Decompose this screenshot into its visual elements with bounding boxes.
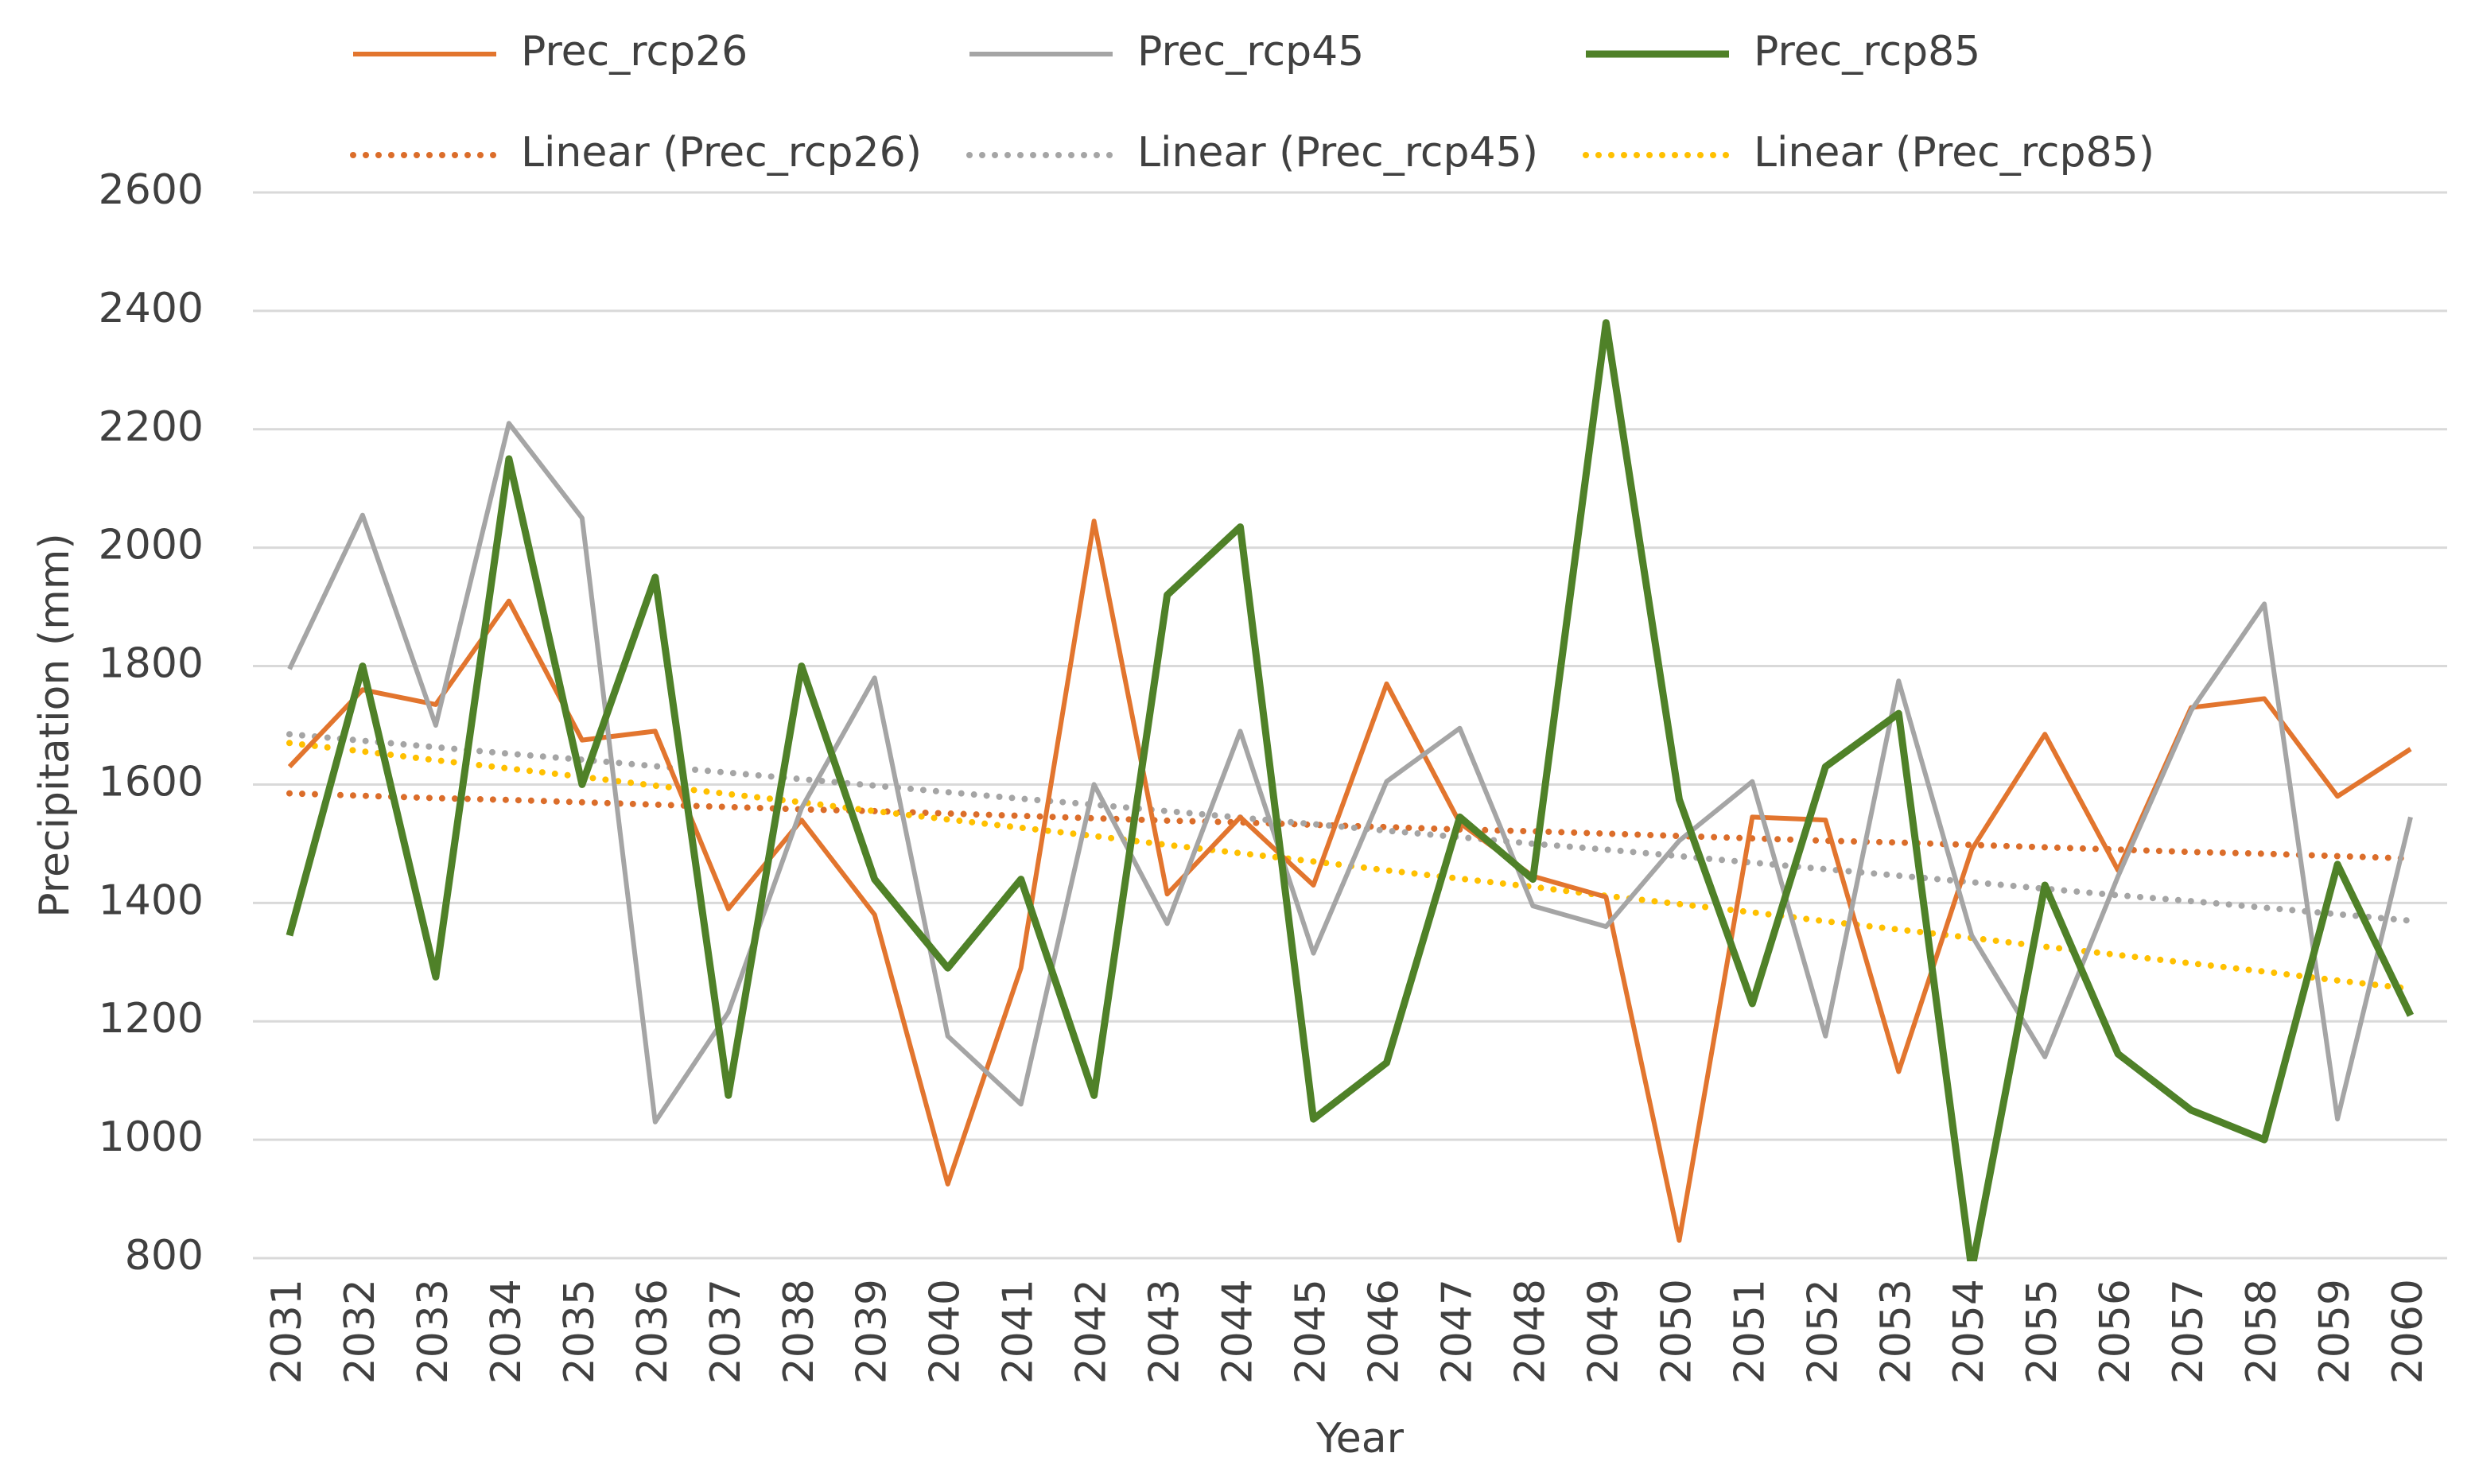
y-tick-label: 1800 bbox=[99, 640, 204, 688]
y-tick-label: 2400 bbox=[99, 285, 204, 332]
x-tick-label: 2033 bbox=[410, 1279, 457, 1384]
x-tick-label: 2059 bbox=[2311, 1279, 2359, 1384]
x-tick-label: 2044 bbox=[1214, 1279, 1262, 1384]
legend-label: Linear (Prec_rcp26) bbox=[521, 129, 922, 177]
x-tick-label: 2040 bbox=[922, 1279, 969, 1384]
x-tick-label: 2048 bbox=[1506, 1279, 1554, 1384]
y-tick-label: 1200 bbox=[99, 995, 204, 1043]
x-axis-title: Year bbox=[1315, 1415, 1405, 1463]
y-axis-title: Precipitation (mm) bbox=[31, 533, 79, 917]
series-line bbox=[286, 319, 2415, 1261]
y-tick-label: 2600 bbox=[99, 166, 204, 214]
x-tick-label: 2035 bbox=[556, 1279, 604, 1384]
x-tick-label: 2034 bbox=[483, 1279, 530, 1384]
x-tick-label: 2032 bbox=[336, 1279, 384, 1384]
y-tick-label: 800 bbox=[125, 1232, 204, 1280]
x-tick-label: 2037 bbox=[702, 1279, 750, 1384]
x-tick-label: 2060 bbox=[2384, 1279, 2432, 1384]
legend-label: Prec_rcp26 bbox=[521, 28, 748, 76]
x-tick-label: 2054 bbox=[1945, 1279, 1993, 1384]
x-tick-label: 2049 bbox=[1579, 1279, 1627, 1384]
y-tick-label: 1400 bbox=[99, 876, 204, 924]
legend-label: Linear (Prec_rcp45) bbox=[1137, 129, 1538, 177]
y-tick-label: 1000 bbox=[99, 1113, 204, 1161]
x-tick-label: 2043 bbox=[1141, 1279, 1189, 1384]
plot-area bbox=[286, 319, 2415, 1261]
y-tick-label: 2000 bbox=[99, 522, 204, 569]
series-line bbox=[286, 731, 2414, 924]
x-tick-label: 2057 bbox=[2165, 1279, 2213, 1384]
x-tick-label: 2047 bbox=[1433, 1279, 1481, 1384]
x-tick-label: 2053 bbox=[1872, 1279, 1920, 1384]
x-tick-label: 2058 bbox=[2238, 1279, 2286, 1384]
series-line bbox=[287, 421, 2413, 1125]
x-tick-label: 2052 bbox=[1799, 1279, 1847, 1384]
y-tick-label: 2200 bbox=[99, 403, 204, 451]
x-tick-label: 2039 bbox=[849, 1279, 896, 1384]
x-tick-label: 2055 bbox=[2018, 1279, 2066, 1384]
legend-label: Linear (Prec_rcp85) bbox=[1754, 129, 2154, 177]
x-tick-label: 2036 bbox=[629, 1279, 677, 1384]
series-line bbox=[286, 790, 2414, 862]
x-tick-label: 2050 bbox=[1653, 1279, 1700, 1384]
x-tick-label: 2046 bbox=[1360, 1279, 1408, 1384]
legend-label: Prec_rcp85 bbox=[1754, 28, 1980, 76]
x-tick-label: 2051 bbox=[1726, 1279, 1774, 1384]
series-line bbox=[287, 519, 2412, 1243]
y-tick-label: 1600 bbox=[99, 758, 204, 806]
legend-label: Prec_rcp45 bbox=[1137, 28, 1364, 76]
x-tick-label: 2031 bbox=[263, 1279, 311, 1384]
x-tick-label: 2041 bbox=[995, 1279, 1043, 1384]
x-tick-label: 2042 bbox=[1068, 1279, 1116, 1384]
x-tick-label: 2045 bbox=[1288, 1279, 1335, 1384]
x-tick-label: 2056 bbox=[2092, 1279, 2139, 1384]
x-tick-label: 2038 bbox=[775, 1279, 823, 1384]
